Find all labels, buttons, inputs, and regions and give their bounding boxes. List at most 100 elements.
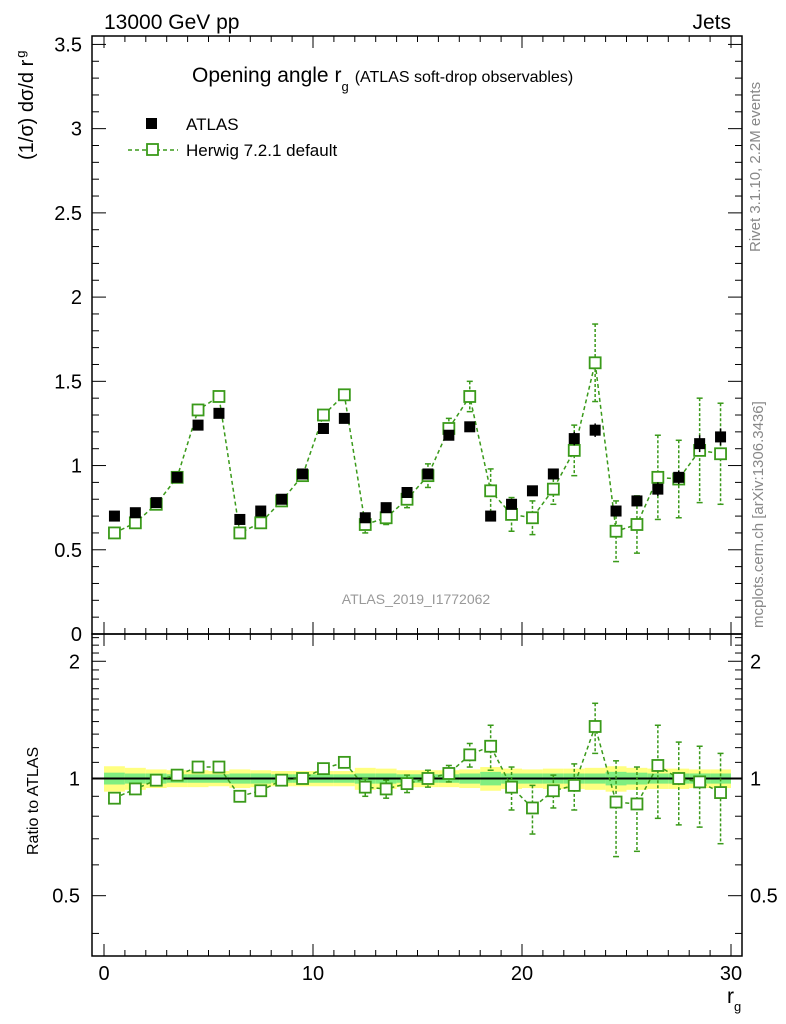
mc-point <box>630 518 644 531</box>
data-point <box>380 502 392 514</box>
mc-point <box>212 390 226 403</box>
axis-ticks <box>92 36 742 956</box>
data-point <box>234 513 246 525</box>
ratio-plot-frame <box>91 633 743 957</box>
data-point <box>317 422 329 434</box>
ratio-point <box>379 782 393 796</box>
mc-point <box>337 388 351 402</box>
mc-point <box>546 482 560 496</box>
ratio-line <box>114 723 721 809</box>
legend-mc-marker <box>146 143 159 156</box>
data-point <box>276 493 288 505</box>
y-tick-label: 2 <box>71 287 82 309</box>
y-tick-label: 2.5 <box>54 203 82 225</box>
ratio-point <box>609 795 623 809</box>
ratio-point <box>108 791 121 805</box>
mc-series-ratio <box>108 702 727 858</box>
ratio-point <box>275 773 289 787</box>
y-tick-label: 3.5 <box>54 34 82 56</box>
data-point <box>192 419 204 431</box>
data-point <box>422 468 434 480</box>
mc-point <box>567 443 581 457</box>
rivet-info: Rivet 3.1.10, 2.2M events <box>747 82 764 252</box>
y-tick-label: 0 <box>71 624 82 646</box>
mc-point <box>191 403 205 417</box>
mc-point <box>108 526 121 540</box>
analysis-watermark: ATLAS_2019_I1772062 <box>342 591 491 607</box>
ratio-point <box>546 784 560 798</box>
data-point <box>485 510 497 522</box>
data-point <box>108 510 120 522</box>
data-point <box>631 495 643 507</box>
ratio-point <box>567 778 581 792</box>
mc-point <box>317 408 330 422</box>
mc-point <box>128 516 142 530</box>
header-right: Jets <box>692 11 731 34</box>
mc-point <box>505 507 518 521</box>
data-point <box>338 412 350 424</box>
ratio-point <box>254 784 268 798</box>
ratio-point <box>191 760 205 774</box>
ratio-point <box>400 777 414 791</box>
ratio-point <box>170 768 184 782</box>
ratio-point <box>588 720 602 733</box>
ratio-point <box>358 780 372 794</box>
data-point <box>547 468 559 480</box>
y-tick-label: 3 <box>71 119 82 141</box>
data-point <box>401 487 413 499</box>
ratio-point <box>505 780 518 794</box>
ratio-point <box>484 739 498 753</box>
ratio-point <box>463 748 477 762</box>
mc-point <box>254 516 268 530</box>
mc-point <box>233 526 247 540</box>
mc-point <box>588 356 602 370</box>
ratio-point <box>672 772 686 785</box>
chart-title: Opening angle rg(ATLAS soft-drop observa… <box>192 64 573 94</box>
x-tick-label: 30 <box>720 963 742 985</box>
mcplots-info: mcplots.cern.ch [arXiv:1306.3436] <box>750 401 767 628</box>
data-point <box>443 429 455 441</box>
ratio-tick-label-right: 0.5 <box>750 886 778 908</box>
ratio-tick-label-right: 2 <box>750 651 761 673</box>
y-axis-label-main: (1/σ) dσ/d rg <box>13 51 38 161</box>
ratio-point <box>693 775 707 789</box>
data-point <box>589 424 601 436</box>
data-point <box>255 505 267 517</box>
data-point <box>652 483 664 495</box>
axis-tick-labels: 0 10 20 30 0 0.5 1 1.5 2 2.5 3 3.5 0.5 0.5 1 1 2 2 <box>52 34 778 985</box>
legend-mc-label: Herwig 7.2.1 default <box>186 141 337 160</box>
x-axis-label: rg <box>727 985 741 1014</box>
data-point <box>129 507 141 519</box>
data-point <box>568 433 580 445</box>
x-tick-label: 20 <box>511 963 533 985</box>
mc-point <box>484 484 498 498</box>
ratio-point <box>421 772 435 785</box>
ratio-point <box>212 760 226 774</box>
y-tick-label: 1.5 <box>54 371 82 393</box>
data-point <box>673 471 685 483</box>
x-tick-label: 10 <box>302 963 324 985</box>
mc-point <box>526 511 539 525</box>
data-point <box>694 438 706 450</box>
ratio-point <box>296 772 309 785</box>
ratio-point <box>651 759 665 772</box>
ratio-tick-label-left: 0.5 <box>52 886 80 908</box>
ratio-point <box>526 801 539 815</box>
mc-series-main <box>108 323 727 563</box>
data-series-main <box>108 407 727 525</box>
data-point <box>464 421 476 433</box>
y-tick-label: 0.5 <box>54 540 82 562</box>
ratio-tick-label-left: 1 <box>69 768 80 790</box>
data-point <box>506 498 518 510</box>
data-point <box>610 505 622 517</box>
data-point <box>359 512 371 524</box>
mc-point <box>463 390 477 403</box>
legend: ATLAS Herwig 7.2.1 default <box>128 115 337 160</box>
ratio-point <box>317 762 330 776</box>
ratio-tick-label-left: 2 <box>69 651 80 673</box>
ratio-point <box>149 773 163 787</box>
ratio-point <box>337 755 351 769</box>
x-tick-label: 0 <box>98 963 109 985</box>
ratio-point <box>714 786 727 799</box>
legend-data-marker <box>146 118 157 129</box>
